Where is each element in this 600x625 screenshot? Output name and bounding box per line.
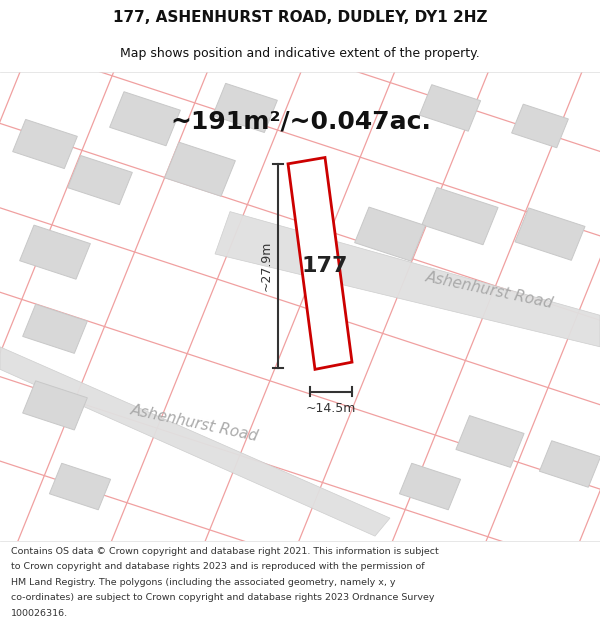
Polygon shape <box>212 83 277 132</box>
Polygon shape <box>23 304 88 353</box>
Text: ~14.5m: ~14.5m <box>306 402 356 414</box>
Text: 100026316.: 100026316. <box>11 609 68 618</box>
Polygon shape <box>20 225 91 279</box>
Polygon shape <box>49 463 110 510</box>
Polygon shape <box>110 92 181 146</box>
Polygon shape <box>164 142 235 196</box>
Polygon shape <box>456 416 524 468</box>
Text: HM Land Registry. The polygons (including the associated geometry, namely x, y: HM Land Registry. The polygons (includin… <box>11 578 395 587</box>
Text: Ashenhurst Road: Ashenhurst Road <box>425 269 556 311</box>
Text: to Crown copyright and database rights 2023 and is reproduced with the permissio: to Crown copyright and database rights 2… <box>11 562 424 571</box>
Polygon shape <box>13 119 77 169</box>
Polygon shape <box>400 463 461 510</box>
Polygon shape <box>539 441 600 488</box>
Text: 177, ASHENHURST ROAD, DUDLEY, DY1 2HZ: 177, ASHENHURST ROAD, DUDLEY, DY1 2HZ <box>113 11 487 26</box>
Polygon shape <box>422 188 498 245</box>
Text: Contains OS data © Crown copyright and database right 2021. This information is : Contains OS data © Crown copyright and d… <box>11 546 439 556</box>
Polygon shape <box>23 381 88 430</box>
Polygon shape <box>515 208 585 261</box>
Polygon shape <box>355 207 425 261</box>
Text: ~27.9m: ~27.9m <box>260 241 272 291</box>
Text: 177: 177 <box>302 256 348 276</box>
Polygon shape <box>288 158 352 369</box>
Polygon shape <box>0 347 390 536</box>
Text: Map shows position and indicative extent of the property.: Map shows position and indicative extent… <box>120 48 480 61</box>
Polygon shape <box>512 104 568 148</box>
Text: ~191m²/~0.047ac.: ~191m²/~0.047ac. <box>170 109 431 134</box>
Text: co-ordinates) are subject to Crown copyright and database rights 2023 Ordnance S: co-ordinates) are subject to Crown copyr… <box>11 593 434 602</box>
Polygon shape <box>419 84 481 131</box>
Text: Ashenhurst Road: Ashenhurst Road <box>130 402 260 444</box>
Polygon shape <box>68 156 133 204</box>
Polygon shape <box>215 212 600 347</box>
